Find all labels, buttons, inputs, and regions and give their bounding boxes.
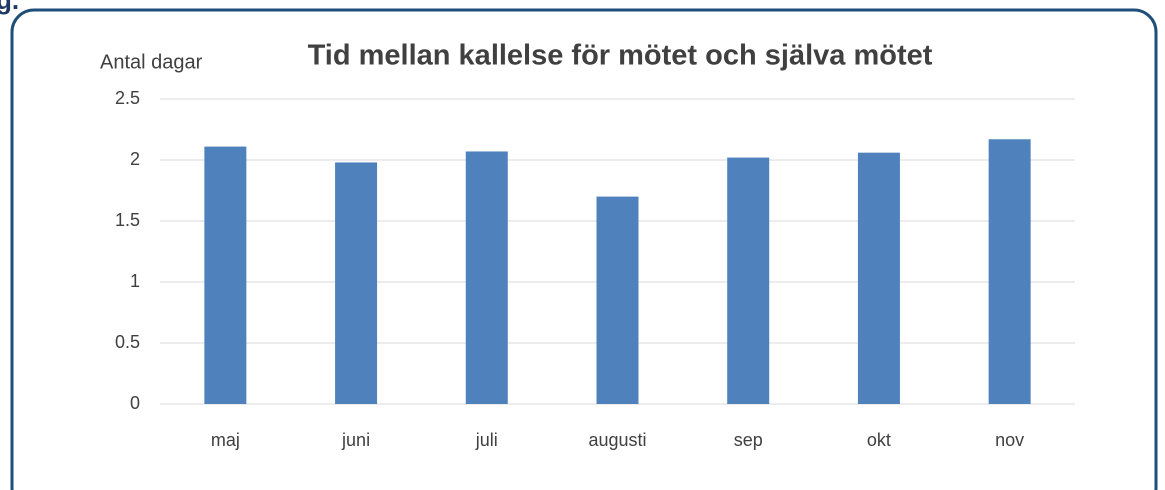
x-tick-label: juli bbox=[475, 430, 498, 450]
y-tick-label: 0.5 bbox=[115, 332, 140, 352]
chart-frame bbox=[10, 8, 1158, 490]
chart-title: Tid mellan kallelse för mötet och själva… bbox=[308, 40, 933, 72]
bar bbox=[988, 139, 1031, 404]
bar bbox=[204, 146, 247, 404]
x-tick-label: nov bbox=[995, 430, 1024, 450]
x-tick-label: maj bbox=[211, 430, 240, 450]
y-axis-label: Antal dagar bbox=[100, 51, 203, 73]
bar bbox=[857, 152, 900, 404]
bar bbox=[335, 162, 378, 404]
page-heading: g. bbox=[0, 0, 19, 15]
y-tick-label: 0 bbox=[130, 393, 140, 413]
bar bbox=[727, 157, 770, 404]
bar bbox=[465, 151, 508, 404]
y-tick-label: 1.5 bbox=[115, 210, 140, 230]
y-tick-label: 1 bbox=[130, 271, 140, 291]
y-tick-label: 2.5 bbox=[115, 88, 140, 108]
bar bbox=[596, 196, 639, 404]
x-tick-label: okt bbox=[867, 430, 891, 450]
x-tick-label: sep bbox=[734, 430, 763, 450]
y-tick-label: 2 bbox=[130, 149, 140, 169]
x-tick-label: juni bbox=[341, 430, 370, 450]
x-tick-label: augusti bbox=[588, 430, 646, 450]
